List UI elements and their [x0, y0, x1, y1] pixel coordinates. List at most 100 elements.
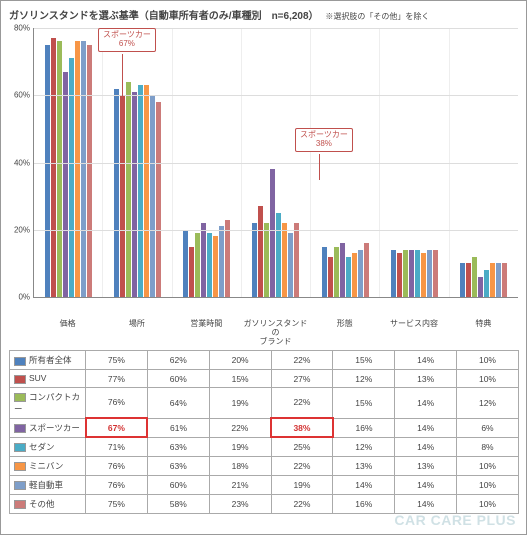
bar-chart: 0%20%40%60%80% スポーツカー67% スポーツカー38% [33, 28, 518, 318]
data-cell: 14% [395, 494, 457, 513]
table-row: 所有者全体75%62%20%22%15%14%10% [10, 351, 519, 370]
bar [340, 243, 345, 297]
chart-frame: ガソリンスタンドを選ぶ基準（自動車所有者のみ/車種別 n=6,208） ※選択肢… [0, 0, 527, 535]
callout: スポーツカー38% [295, 128, 353, 152]
legend-swatch [14, 375, 26, 384]
bar [57, 41, 62, 297]
bar [397, 253, 402, 297]
bar [478, 277, 483, 297]
bar [195, 233, 200, 297]
bar [421, 253, 426, 297]
x-category-label: 形態 [310, 318, 379, 348]
bar [460, 263, 465, 297]
watermark: CAR CARE PLUS [394, 512, 516, 528]
callout: スポーツカー67% [98, 28, 156, 52]
bar [346, 257, 351, 297]
data-cell: 75% [86, 351, 148, 370]
gridline [34, 230, 518, 231]
series-label-cell: ミニバン [10, 456, 86, 475]
bar [207, 233, 212, 297]
bar [252, 223, 257, 297]
data-cell: 13% [333, 456, 395, 475]
data-cell: 22% [271, 351, 333, 370]
bar [270, 169, 275, 297]
data-cell: 77% [86, 370, 148, 387]
data-cell: 10% [457, 351, 519, 370]
data-cell: 22% [209, 418, 271, 437]
data-cell: 67% [86, 418, 148, 437]
data-cell: 14% [395, 437, 457, 456]
bar [364, 243, 369, 297]
data-cell: 18% [209, 456, 271, 475]
data-cell: 76% [86, 475, 148, 494]
bar [219, 226, 224, 297]
series-name: 軽自動車 [29, 480, 63, 490]
bar [144, 85, 149, 297]
bar [264, 223, 269, 297]
data-cell: 14% [333, 475, 395, 494]
legend-swatch [14, 462, 26, 471]
data-cell: 21% [209, 475, 271, 494]
data-cell: 10% [457, 456, 519, 475]
data-table: 所有者全体75%62%20%22%15%14%10%SUV77%60%15%27… [9, 350, 519, 513]
callout-line [122, 54, 123, 134]
data-cell: 19% [271, 475, 333, 494]
bar [294, 223, 299, 297]
data-cell: 60% [147, 370, 209, 387]
callout-line [319, 154, 320, 180]
data-cell: 27% [271, 370, 333, 387]
x-category-label: 営業時間 [172, 318, 241, 348]
series-name: ミニバン [29, 461, 63, 471]
series-label-cell: コンパクトカー [10, 387, 86, 418]
series-label-cell: セダン [10, 437, 86, 456]
y-tick-label: 0% [6, 293, 30, 302]
bar [63, 72, 68, 297]
data-cell: 12% [333, 437, 395, 456]
plot-area: 0%20%40%60%80% [33, 28, 518, 298]
bar [45, 45, 50, 297]
bar [69, 58, 74, 297]
bar [138, 85, 143, 297]
bar [87, 45, 92, 297]
legend-swatch [14, 481, 26, 490]
data-cell: 14% [395, 418, 457, 437]
data-cell: 15% [333, 351, 395, 370]
y-tick-label: 20% [6, 225, 30, 234]
data-cell: 62% [147, 351, 209, 370]
bar [328, 257, 333, 297]
bar [213, 236, 218, 297]
bar [288, 233, 293, 297]
data-cell: 76% [86, 456, 148, 475]
x-category-label: サービス内容 [379, 318, 448, 348]
series-name: セダン [29, 442, 55, 452]
series-name: 所有者全体 [29, 355, 72, 365]
data-cell: 19% [209, 437, 271, 456]
bar [409, 250, 414, 297]
bar [472, 257, 477, 297]
data-cell: 12% [333, 370, 395, 387]
x-category-label: 特典 [449, 318, 518, 348]
bar [201, 223, 206, 297]
bar [433, 250, 438, 297]
table-row: セダン71%63%19%25%12%14%8% [10, 437, 519, 456]
bar [352, 253, 357, 297]
x-axis-categories: 価格場所営業時間ガソリンスタンドのブランド形態サービス内容特典 [33, 318, 518, 348]
x-category-label: 価格 [33, 318, 102, 348]
bar [484, 270, 489, 297]
bar [322, 247, 327, 297]
data-cell: 8% [457, 437, 519, 456]
title-text: ガソリンスタンドを選ぶ基準（自動車所有者のみ/車種別 n=6,208） [9, 11, 319, 22]
bar [466, 263, 471, 297]
series-label-cell: 所有者全体 [10, 351, 86, 370]
series-name: SUV [29, 373, 46, 383]
data-cell: 14% [395, 351, 457, 370]
data-cell: 63% [147, 456, 209, 475]
bar [126, 82, 131, 297]
bar [358, 250, 363, 297]
chart-title: ガソリンスタンドを選ぶ基準（自動車所有者のみ/車種別 n=6,208） ※選択肢… [1, 1, 526, 24]
y-tick-label: 40% [6, 158, 30, 167]
legend-swatch [14, 393, 26, 402]
data-cell: 13% [395, 456, 457, 475]
bar [156, 102, 161, 297]
data-cell: 13% [395, 370, 457, 387]
